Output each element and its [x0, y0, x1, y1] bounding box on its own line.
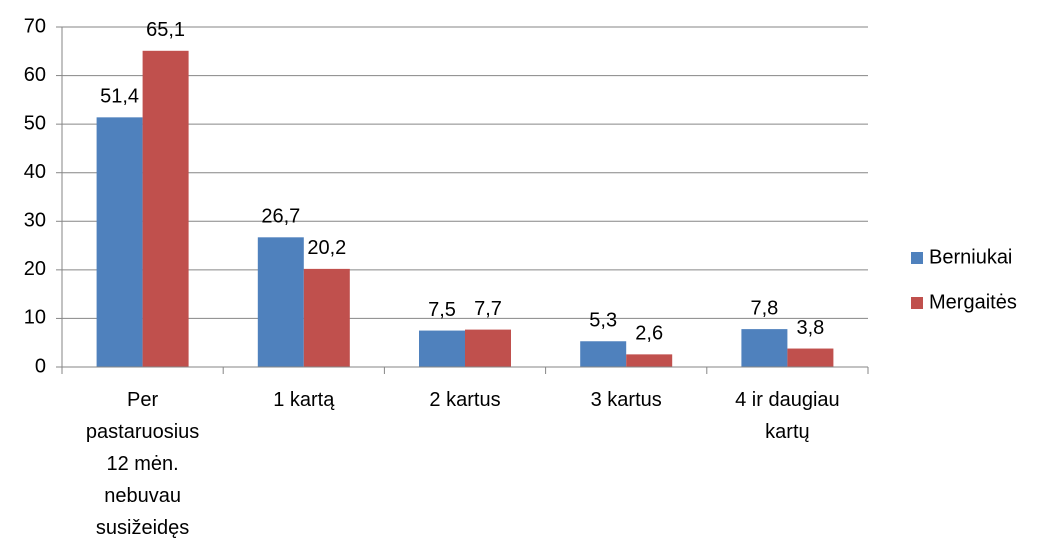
y-tick-label: 60 [24, 64, 46, 86]
bar [580, 341, 627, 367]
bar [465, 329, 511, 367]
x-tick-label: Per pastaruosius 12 mėn. nebuvau susižei… [85, 389, 200, 539]
y-tick-label: 0 [35, 355, 46, 377]
y-tick-label: 30 [24, 210, 46, 232]
value-label: 51,4 [100, 86, 139, 108]
bar [419, 330, 465, 367]
bar [257, 237, 304, 367]
legend-swatch [911, 297, 923, 309]
bar [96, 117, 143, 367]
bar [142, 50, 189, 368]
y-tick-label: 50 [24, 112, 46, 134]
legend-label: Berniukai [929, 246, 1012, 268]
value-label: 7,5 [428, 299, 456, 321]
value-label: 20,2 [307, 237, 346, 259]
y-tick-label: 70 [24, 15, 46, 37]
x-tick-label: 2 kartus [429, 389, 501, 411]
bar [626, 354, 673, 367]
legend-swatch [911, 252, 923, 264]
y-tick-label: 20 [24, 258, 46, 280]
x-tick-label: 4 ir daugiau kartų [735, 389, 840, 443]
value-label: 65,1 [146, 19, 185, 41]
x-tick-label: 1 kartą [273, 389, 335, 411]
bar [787, 348, 834, 367]
value-label: 3,8 [796, 317, 824, 339]
legend-label: Mergaitės [929, 291, 1017, 313]
bar [741, 329, 788, 367]
value-label: 5,3 [589, 310, 617, 332]
value-label: 7,7 [474, 298, 502, 320]
value-label: 7,8 [750, 297, 778, 319]
value-label: 26,7 [261, 206, 300, 228]
y-tick-label: 10 [24, 307, 46, 329]
bar [303, 268, 350, 367]
value-label: 2,6 [635, 323, 663, 345]
x-tick-label: 3 kartus [590, 389, 662, 411]
y-tick-label: 40 [24, 161, 46, 183]
